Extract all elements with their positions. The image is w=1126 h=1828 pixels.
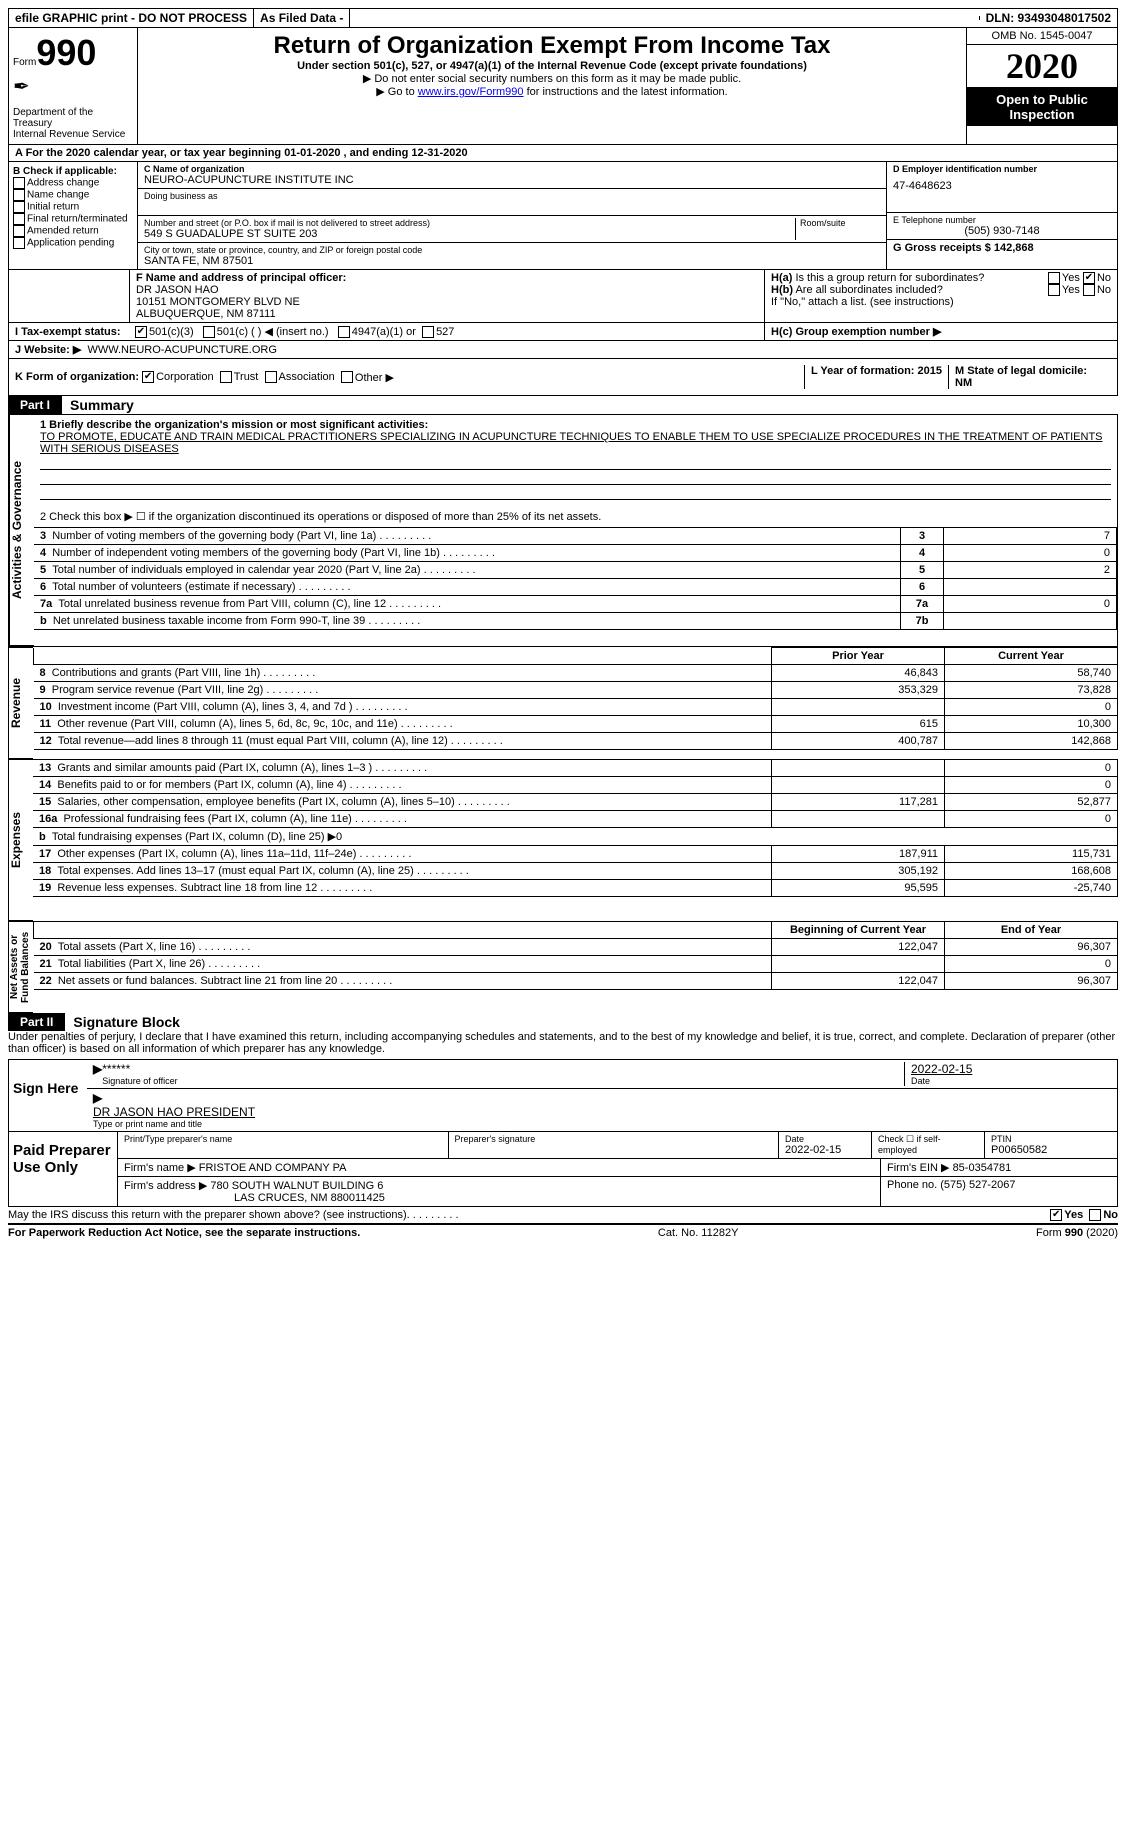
perjury-declaration: Under penalties of perjury, I declare th… <box>8 1031 1118 1055</box>
org-name: NEURO-ACUPUNCTURE INSTITUTE INC <box>144 174 880 186</box>
side-expenses: Expenses <box>9 760 23 920</box>
address: 549 S GUADALUPE ST SUITE 203 <box>144 228 795 240</box>
efile-label: efile GRAPHIC print - DO NOT PROCESS <box>9 9 254 27</box>
form-title: Return of Organization Exempt From Incom… <box>142 32 962 60</box>
officer-name: DR JASON HAO <box>136 284 758 296</box>
side-revenue: Revenue <box>9 648 23 758</box>
form-link[interactable]: www.irs.gov/Form990 <box>418 86 524 98</box>
officer-signed-name: DR JASON HAO PRESIDENT <box>93 1105 255 1119</box>
paid-preparer-block: Paid Preparer Use Only Print/Type prepar… <box>8 1132 1118 1207</box>
form-word: Form <box>13 57 36 68</box>
city: SANTA FE, NM 87501 <box>144 255 880 267</box>
topbar: efile GRAPHIC print - DO NOT PROCESS As … <box>8 8 1118 28</box>
form-foot: Form 990 (2020) <box>1036 1227 1118 1239</box>
subtitle-2: ▶ Do not enter social security numbers o… <box>142 72 962 85</box>
phone: (505) 930-7148 <box>893 225 1111 237</box>
footer: For Paperwork Reduction Act Notice, see … <box>8 1225 1118 1239</box>
tax-year: 2020 <box>967 45 1117 88</box>
side-activities: Activities & Governance <box>10 415 24 645</box>
dba-label: Doing business as <box>144 191 880 201</box>
cat-no: Cat. No. 11282Y <box>658 1227 739 1239</box>
state-domicile: M State of legal domicile: NM <box>955 365 1087 389</box>
part1-header: Part I Summary <box>8 396 1118 414</box>
q2: 2 Check this box ▶ ☐ if the organization… <box>40 510 1111 523</box>
asfiled-label: As Filed Data - <box>254 9 350 27</box>
line-a: A For the 2020 calendar year, or tax yea… <box>8 145 1118 162</box>
revenue-table: Prior YearCurrent Year 8 Contributions a… <box>33 647 1118 750</box>
b-label: B Check if applicable: <box>13 166 133 177</box>
mission-text: TO PROMOTE, EDUCATE AND TRAIN MEDICAL PR… <box>40 431 1111 455</box>
ptin: P00650582 <box>991 1144 1111 1156</box>
gross-receipts: G Gross receipts $ 142,868 <box>893 242 1034 254</box>
website: WWW.NEURO-ACUPUNCTURE.ORG <box>87 344 276 356</box>
dept: Department of the Treasury Internal Reve… <box>13 107 133 140</box>
open-inspection: Open to Public Inspection <box>967 88 1117 126</box>
ein: 47-4648623 <box>893 180 1111 192</box>
line-k: K Form of organization: ✔ Corporation Tr… <box>8 359 1118 396</box>
firm-ein: 85-0354781 <box>953 1162 1012 1174</box>
form-header: Form990 ✒ Department of the Treasury Int… <box>8 28 1118 145</box>
form-number: 990 <box>36 32 96 73</box>
entity-block: B Check if applicable: Address change Na… <box>8 162 1118 270</box>
sign-here-block: Sign Here ▶ ******Signature of officer 2… <box>8 1059 1118 1132</box>
sig-date: 2022-02-15 <box>911 1062 1111 1076</box>
line-i: I Tax-exempt status: ✔ 501(c)(3) 501(c) … <box>8 323 1118 341</box>
expense-table: 13 Grants and similar amounts paid (Part… <box>33 759 1118 897</box>
part2-header: Part II Signature Block <box>8 1013 1118 1031</box>
omb: OMB No. 1545-0047 <box>967 28 1117 45</box>
line-j: J Website: ▶ WWW.NEURO-ACUPUNCTURE.ORG <box>8 341 1118 359</box>
gov-table: 3 Number of voting members of the govern… <box>34 527 1117 630</box>
dln: DLN: 93493048017502 <box>980 9 1117 27</box>
subtitle-1: Under section 501(c), 527, or 4947(a)(1)… <box>142 60 962 72</box>
discuss-row: May the IRS discuss this return with the… <box>8 1207 1118 1225</box>
q1-label: 1 Briefly describe the organization's mi… <box>40 419 428 431</box>
side-netassets: Net Assets or Fund Balances <box>9 922 31 1012</box>
firm-name: FRISTOE AND COMPANY PA <box>199 1162 347 1174</box>
year-formation: L Year of formation: 2015 <box>811 365 942 377</box>
b-opts: Address change Name change Initial retur… <box>13 177 133 249</box>
netassets-table: Beginning of Current YearEnd of Year 20 … <box>33 921 1118 990</box>
prep-phone: (575) 527-2067 <box>940 1179 1015 1191</box>
officer-group-block: F Name and address of principal officer:… <box>8 270 1118 323</box>
